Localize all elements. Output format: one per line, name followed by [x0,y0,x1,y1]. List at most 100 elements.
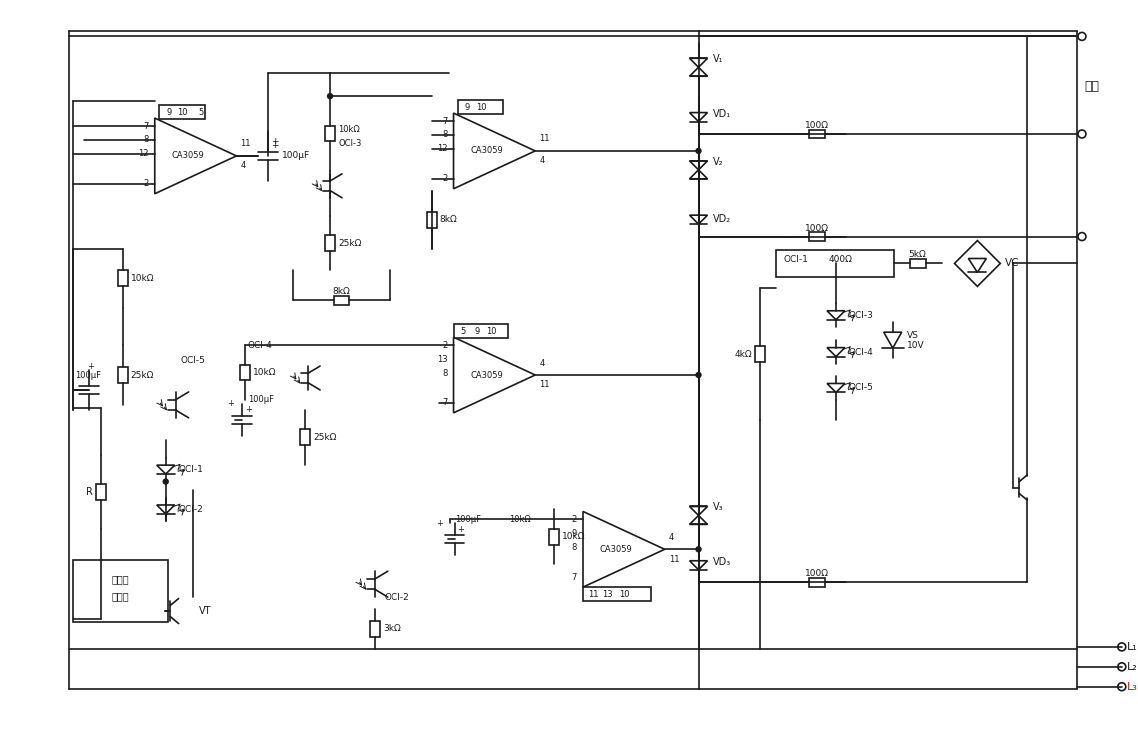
Text: 2: 2 [443,174,447,183]
Text: 25kΩ: 25kΩ [313,433,337,442]
Text: OCI-1: OCI-1 [784,255,809,264]
Text: VD₂: VD₂ [712,214,731,224]
Text: OCI-5: OCI-5 [181,355,206,364]
Bar [118,367,127,383]
Bar [427,212,437,227]
Text: 11: 11 [539,380,550,389]
Bar [809,232,825,241]
Text: 7: 7 [571,573,577,581]
Text: 400Ω: 400Ω [828,255,852,264]
Bar [240,364,250,380]
Text: 11: 11 [669,555,679,564]
Text: OCI-4: OCI-4 [849,348,874,357]
Text: 100Ω: 100Ω [805,121,830,130]
Text: 10kΩ: 10kΩ [510,515,531,524]
Bar [158,105,205,119]
Text: 直流逻: 直流逻 [112,575,130,584]
Bar [325,126,335,142]
Text: 5: 5 [198,108,204,117]
Text: OCI-3: OCI-3 [338,139,362,148]
Text: 10: 10 [619,590,630,599]
Bar [300,429,311,445]
Text: OCI-4: OCI-4 [248,340,273,349]
Text: OCI-5: OCI-5 [849,383,874,392]
Text: 13: 13 [437,355,447,364]
Text: 12: 12 [139,149,149,158]
Text: 10kΩ: 10kΩ [254,368,277,377]
Text: 100Ω: 100Ω [805,569,830,578]
Text: 8: 8 [571,543,577,552]
Text: 11: 11 [240,139,250,148]
Text: +: + [88,361,94,370]
Text: 10: 10 [178,108,188,117]
Text: 9: 9 [166,108,172,117]
Text: 100μF: 100μF [455,515,481,524]
Bar [756,346,765,362]
Text: 辑指令: 辑指令 [112,591,130,601]
Text: 2: 2 [143,179,149,188]
Text: 11: 11 [539,135,550,144]
Text: V₁: V₁ [712,54,723,64]
Text: OCI-3: OCI-3 [849,311,874,320]
Text: 4: 4 [539,358,544,367]
Text: 7: 7 [443,117,447,126]
Bar [809,130,825,139]
Bar [583,587,651,601]
Text: 11: 11 [587,590,599,599]
Text: 10: 10 [486,327,496,336]
Text: VS: VS [907,331,918,340]
Text: 100μF: 100μF [248,395,274,404]
Text: VD₁: VD₁ [712,109,731,119]
Text: OCI-2: OCI-2 [385,593,410,602]
Text: CA3059: CA3059 [171,151,204,160]
Text: 负载: 负载 [1085,80,1099,93]
Bar [370,621,380,637]
Text: OCI-2: OCI-2 [179,505,204,514]
Text: +: + [457,525,464,534]
Bar [96,484,106,500]
Text: 10: 10 [476,102,487,111]
Text: 12: 12 [437,145,447,154]
Circle shape [696,547,701,552]
Text: 4: 4 [669,533,674,542]
Text: 8: 8 [443,368,447,377]
Text: +: + [436,519,443,528]
Bar [457,100,503,114]
Text: V₃: V₃ [712,502,723,513]
Text: +: + [271,142,279,151]
Text: 10kΩ: 10kΩ [562,532,586,541]
Text: 100μF: 100μF [75,370,101,380]
Text: 13: 13 [603,590,613,599]
Text: 25kΩ: 25kΩ [131,370,155,380]
Bar [776,249,893,277]
Text: 5kΩ: 5kΩ [909,251,926,260]
Bar [454,325,509,338]
Circle shape [696,148,701,154]
Text: 8: 8 [143,136,149,145]
Text: L₁: L₁ [1127,642,1138,652]
Text: 7: 7 [443,398,447,407]
Bar [73,560,167,622]
Text: 7: 7 [143,121,149,130]
Text: +: + [246,405,253,414]
Text: 8kΩ: 8kΩ [439,215,457,224]
Text: 2: 2 [571,515,577,524]
Text: CA3059: CA3059 [470,146,503,155]
Text: 100Ω: 100Ω [805,224,830,233]
Text: VT: VT [198,606,211,616]
Text: V₂: V₂ [712,157,723,167]
Text: 10kΩ: 10kΩ [131,274,155,283]
Text: 10V: 10V [907,340,924,349]
Text: L₃: L₃ [1127,681,1138,692]
Bar [809,578,825,587]
Text: 4: 4 [539,157,544,166]
Text: 3kΩ: 3kΩ [382,624,401,633]
Text: +: + [226,399,234,408]
Text: 4kΩ: 4kΩ [735,349,752,358]
Text: 8kΩ: 8kΩ [332,288,351,297]
Text: 4: 4 [240,161,246,170]
Text: 2: 2 [443,340,447,349]
Text: 25kΩ: 25kΩ [338,239,362,248]
Text: 10kΩ: 10kΩ [338,124,360,133]
Text: VD₃: VD₃ [712,557,731,567]
